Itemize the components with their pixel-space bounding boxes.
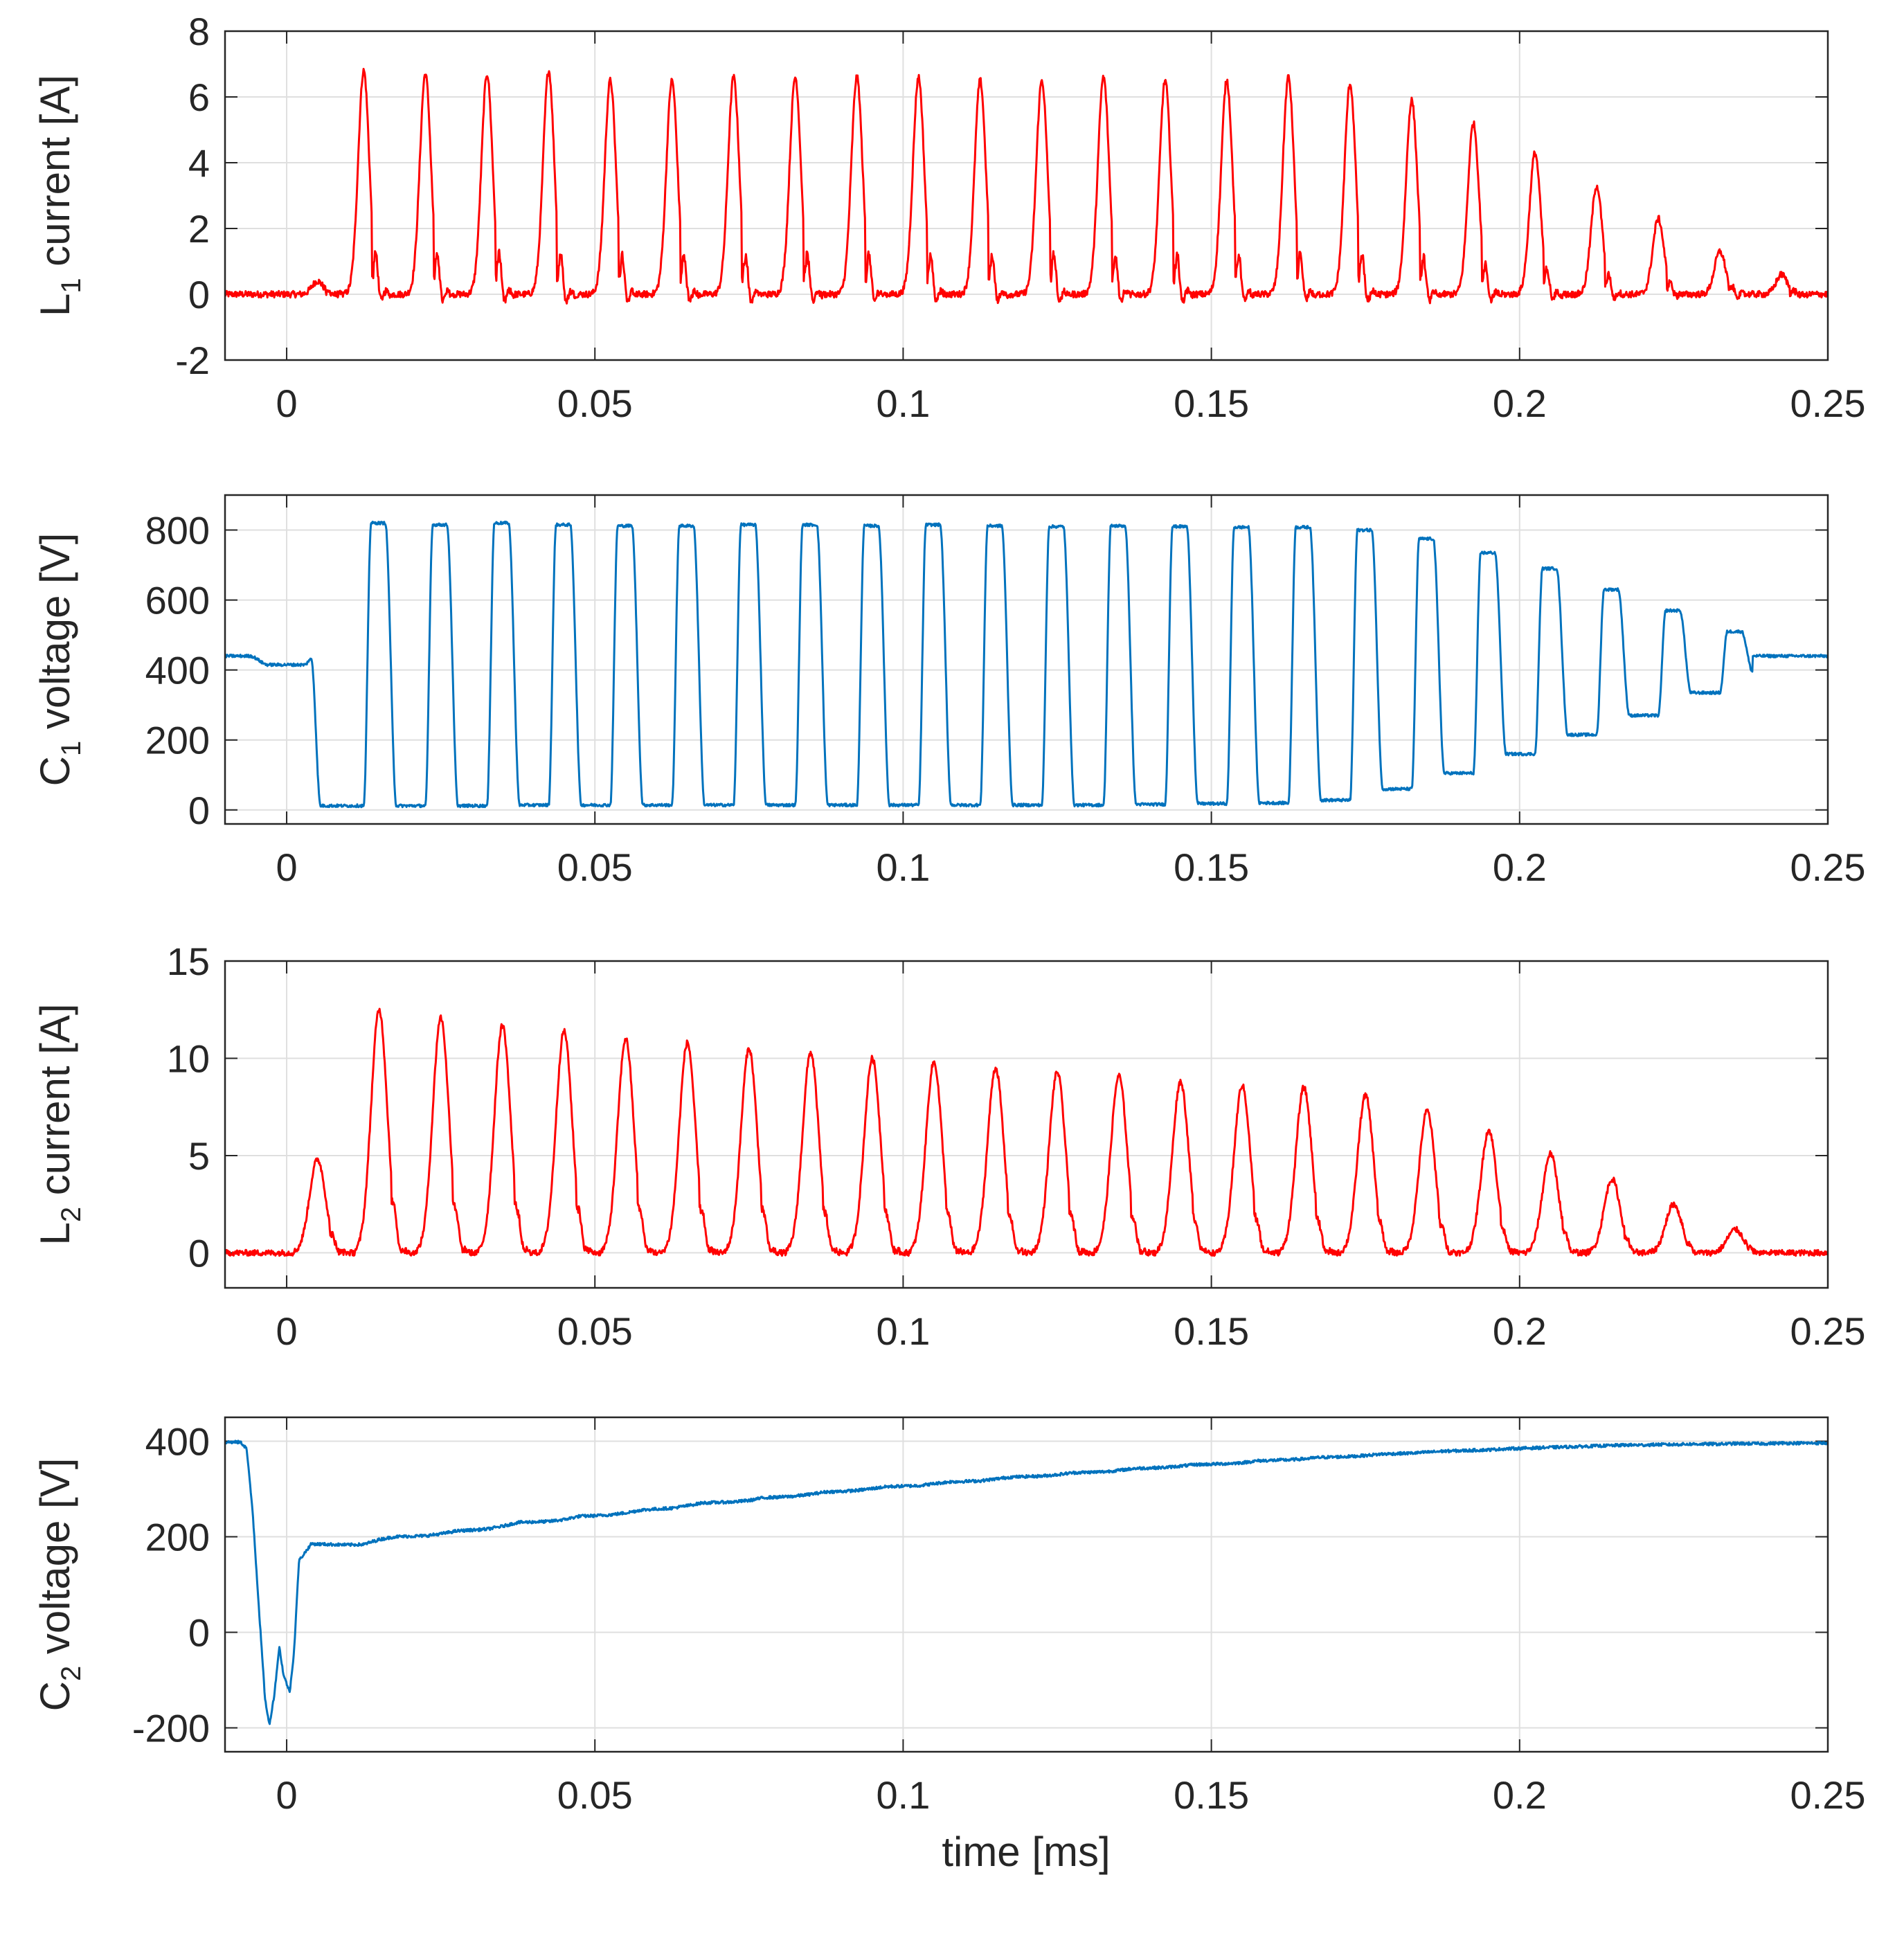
x-axis-title: time [ms]	[942, 1829, 1110, 1875]
plot-frame	[224, 30, 1829, 361]
x-tick-label: 0.15	[1174, 1773, 1249, 1817]
y-tick-label: -200	[132, 1707, 210, 1750]
y-tick-label: 6	[188, 75, 210, 119]
plot-area	[225, 495, 1828, 824]
x-tick-label: 0.05	[557, 1773, 633, 1817]
y-axis-title: C1 voltage [V]	[32, 533, 87, 787]
y-axis-title: C2 voltage [V]	[32, 1458, 87, 1712]
y-tick-label: 600	[145, 579, 210, 622]
x-tick-label: 0.05	[557, 1309, 633, 1353]
x-tick-label: 0.1	[876, 1309, 930, 1353]
x-tick-label: 0.05	[557, 845, 633, 889]
y-tick-label: 0	[188, 273, 210, 316]
plot-area	[225, 1417, 1828, 1752]
plot-area	[225, 31, 1828, 360]
series-line-l1-current	[225, 68, 1828, 305]
x-tick-label: 0.05	[557, 382, 633, 425]
x-tick-label: 0.2	[1493, 1309, 1547, 1353]
x-tick-label: 0.2	[1493, 382, 1547, 425]
y-tick-label: 0	[188, 1611, 210, 1655]
chart-panel-1: 0 0.05 0.1 0.15 0.2 0.25 -2 0 2 4 6 8 L1 current [A]	[32, 10, 1866, 425]
y-axis-title: L1 current [A]	[32, 75, 87, 316]
x-tick-label: 0.2	[1493, 1773, 1547, 1817]
chart-panel-3: 0 0.05 0.1 0.15 0.2 0.25 0 5 10 15 L2 current [A]	[32, 940, 1866, 1353]
plot-frame	[224, 960, 1829, 1289]
x-tick-label: 0	[276, 845, 297, 889]
x-tick-label: 0	[276, 1309, 297, 1353]
x-tick-label: 0.25	[1790, 382, 1866, 425]
y-tick-label: 800	[145, 509, 210, 553]
x-tick-label: 0.1	[876, 1773, 930, 1817]
chart-panel-2: 0 0.05 0.1 0.15 0.2 0.25 0 200 400 600 800 C1 volta…	[32, 494, 1866, 889]
series-line-l2-current	[225, 1007, 1828, 1257]
x-tick-label: 0.15	[1174, 1309, 1249, 1353]
y-tick-label: 200	[145, 1516, 210, 1559]
x-tick-label: 0.15	[1174, 845, 1249, 889]
y-tick-label: 4	[188, 141, 210, 185]
y-tick-label: 2	[188, 207, 210, 251]
x-tick-label: 0	[276, 1773, 297, 1817]
y-tick-label: 5	[188, 1134, 210, 1178]
y-tick-label: 200	[145, 719, 210, 762]
y-tick-label: 8	[188, 10, 210, 53]
y-tick-label: 15	[167, 940, 210, 983]
x-tick-label: 0.25	[1790, 1773, 1866, 1817]
plot-area	[225, 961, 1828, 1288]
y-tick-label: 10	[167, 1037, 210, 1080]
x-tick-label: 0.1	[876, 382, 930, 425]
plot-frame	[224, 1416, 1829, 1753]
y-tick-label: 0	[188, 789, 210, 832]
y-tick-label: 400	[145, 649, 210, 692]
x-tick-label: 0.2	[1493, 845, 1547, 889]
x-tick-label: 0.25	[1790, 1309, 1866, 1353]
x-tick-label: 0	[276, 382, 297, 425]
x-tick-label: 0.1	[876, 845, 930, 889]
y-axis-title: L2 current [A]	[32, 1003, 87, 1245]
x-tick-label: 0.25	[1790, 845, 1866, 889]
y-tick-label: 0	[188, 1231, 210, 1275]
y-tick-label: -2	[175, 339, 210, 382]
x-tick-label: 0.15	[1174, 382, 1249, 425]
y-tick-label: 400	[145, 1420, 210, 1464]
series-line-c1-voltage	[225, 520, 1828, 809]
chart-panel-4: 0 0.05 0.1 0.15 0.2 0.25 -200 0 200 400 C2 voltage…	[32, 1416, 1866, 1817]
series-line-c2-voltage	[225, 1439, 1828, 1725]
plot-frame	[224, 494, 1829, 825]
